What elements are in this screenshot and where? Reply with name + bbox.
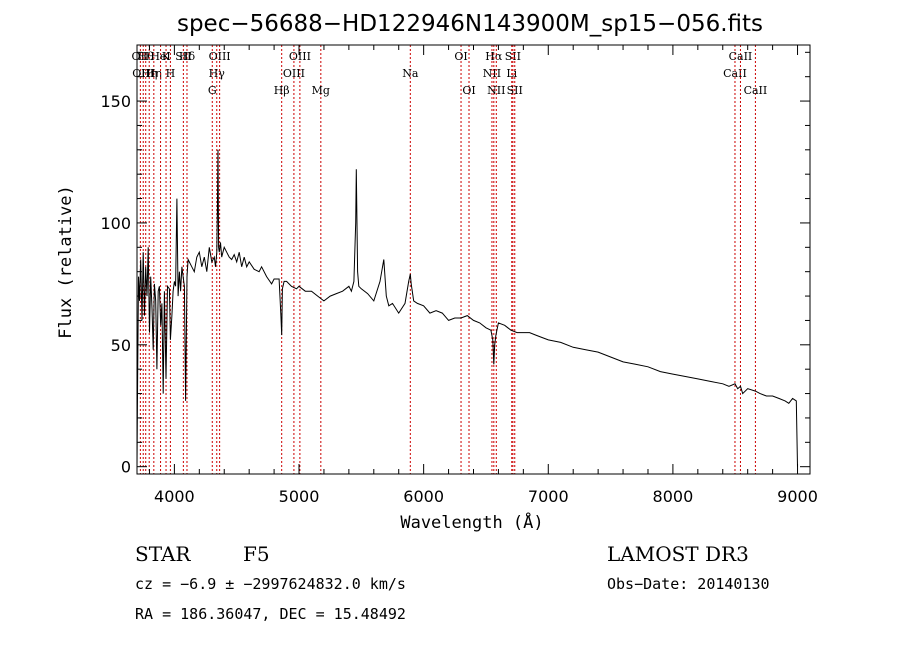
line-label: OIII (283, 67, 305, 80)
x-tick-label: 8000 (653, 487, 694, 506)
line-label: Li (506, 67, 517, 80)
object-type: STAR (135, 542, 191, 566)
line-label: NII (483, 67, 501, 80)
coordinates: RA = 186.36047, DEC = 15.48492 (135, 605, 406, 623)
line-label: SII (505, 50, 521, 63)
line-label: Hβ (274, 84, 290, 97)
redshift-info: cz = −6.9 ± −2997624832.0 km/s (135, 575, 406, 593)
observation-date: Obs−Date: 20140130 (607, 575, 770, 593)
line-label: Hη (146, 67, 162, 80)
line-label: CaII (729, 50, 753, 63)
line-label: CaII (723, 67, 747, 80)
spectrum-series-line (136, 149, 798, 467)
y-tick-label: 150 (100, 92, 131, 111)
line-label: OI (462, 84, 475, 97)
x-tick-label: 4000 (154, 487, 195, 506)
line-label: OIII (289, 50, 311, 63)
line-label: H (166, 67, 176, 80)
plot-frame (136, 44, 811, 475)
chart-title: spec−56688−HD122946N143900M_sp15−056.fit… (177, 11, 763, 37)
line-label: OIII (209, 50, 231, 63)
line-label: Na (402, 67, 419, 80)
object-subclass: F5 (243, 542, 270, 566)
y-axis-label: Flux (relative) (56, 185, 76, 339)
x-tick-label: 6000 (403, 487, 444, 506)
x-axis: 4000 5000 6000 7000 8000 9000 (148, 45, 818, 506)
x-tick-label: 5000 (279, 487, 320, 506)
line-label: Mg (312, 84, 330, 97)
line-label: Hθ (138, 50, 155, 63)
survey-name: LAMOST DR3 (607, 542, 749, 566)
spectral-line-markers: OIIOIIIHθHηHηHeIKHSIIHδGHγOIIIHβOIIIOIII… (132, 45, 768, 474)
line-label: OI (454, 50, 467, 63)
line-label: Hη (141, 67, 157, 80)
line-label: Hγ (209, 67, 226, 80)
line-label: Hδ (179, 50, 196, 63)
y-tick-label: 0 (121, 458, 131, 477)
y-axis: 0 50 100 150 (100, 51, 810, 477)
line-label: Hα (485, 50, 503, 63)
line-label: G (208, 84, 217, 97)
line-label: NII (487, 84, 505, 97)
line-label: SII (507, 84, 523, 97)
x-axis-label: Wavelength (Å) (400, 511, 543, 533)
x-tick-label: 7000 (528, 487, 569, 506)
line-label: CaII (744, 84, 768, 97)
line-label: K (162, 50, 171, 63)
line-label: OII (132, 50, 150, 63)
y-tick-label: 100 (100, 214, 131, 233)
y-tick-label: 50 (111, 336, 131, 355)
x-tick-label: 9000 (777, 487, 818, 506)
